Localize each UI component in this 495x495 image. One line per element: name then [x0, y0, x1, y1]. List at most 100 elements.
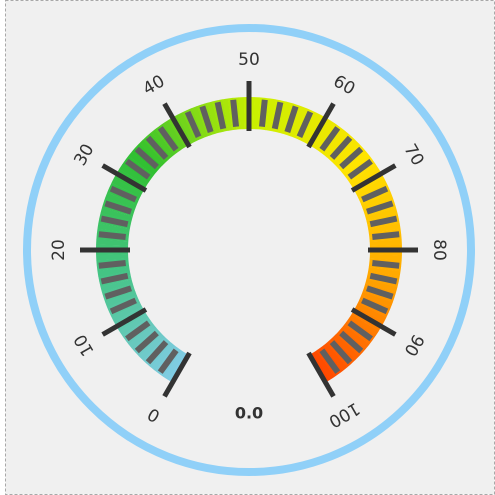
color-band: [365, 207, 398, 221]
minor-tick: [329, 340, 353, 365]
minor-tick: [109, 185, 137, 203]
color-band: [302, 112, 322, 144]
color-band: [138, 333, 165, 361]
major-tick: [306, 102, 336, 149]
minor-tick: [157, 348, 179, 374]
minor-tick: [347, 158, 373, 180]
color-band: [365, 279, 398, 293]
color-band: [222, 98, 233, 131]
minor-tick: [184, 110, 202, 138]
color-band: [128, 151, 157, 176]
minor-tick: [214, 101, 227, 130]
tick-label: 80: [429, 239, 449, 261]
color-band: [349, 314, 379, 336]
color-band: [313, 120, 335, 150]
minor-tick: [369, 272, 398, 285]
color-band: [105, 291, 137, 308]
color-band: [105, 192, 137, 209]
minor-tick: [366, 200, 394, 215]
color-band: [361, 192, 393, 209]
tick-label: 50: [238, 50, 260, 70]
color-band: [119, 164, 149, 186]
color-band: [191, 106, 208, 138]
color-band: [150, 342, 175, 371]
color-band: [355, 178, 387, 198]
minor-tick: [339, 330, 364, 354]
minor-tick: [98, 231, 126, 241]
color-band: [100, 279, 133, 293]
minor-tick: [296, 110, 314, 138]
color-band: [332, 334, 360, 361]
color-band: [369, 239, 402, 246]
minor-tick: [271, 101, 284, 130]
color-band: [323, 129, 348, 158]
minor-tick: [145, 135, 169, 160]
minor-tick: [125, 320, 151, 342]
minor-tick: [134, 146, 159, 170]
color-band: [111, 177, 143, 197]
minor-tick: [339, 146, 364, 170]
minor-tick: [109, 297, 137, 315]
minor-tick: [258, 99, 268, 127]
minor-tick: [319, 126, 341, 152]
color-band: [163, 120, 186, 150]
color-band: [97, 223, 130, 234]
color-band: [206, 101, 220, 134]
minor-tick: [329, 135, 353, 160]
color-band: [278, 101, 292, 134]
outer-ring: [23, 24, 475, 476]
minor-tick: [104, 200, 132, 215]
color-band: [96, 254, 129, 261]
color-band: [238, 97, 245, 130]
major-tick: [162, 102, 192, 149]
minor-tick: [157, 126, 179, 152]
minor-tick: [100, 215, 129, 228]
minor-tick: [347, 320, 373, 342]
color-band: [97, 266, 130, 277]
minor-tick: [104, 285, 132, 300]
color-band: [368, 266, 401, 277]
value-label: 0.0: [235, 404, 263, 423]
minor-tick: [319, 348, 341, 374]
color-band: [163, 350, 185, 380]
major-tick: [350, 163, 397, 193]
major-tick: [306, 351, 336, 398]
color-band: [265, 98, 276, 131]
minor-tick: [125, 158, 151, 180]
color-band: [128, 324, 157, 349]
minor-tick: [145, 340, 169, 365]
tick-label: 20: [49, 239, 69, 261]
minor-tick: [134, 330, 159, 354]
major-tick: [350, 307, 397, 337]
minor-tick: [284, 105, 299, 133]
color-band: [369, 254, 402, 261]
color-band: [100, 207, 133, 221]
major-tick: [162, 351, 192, 398]
minor-tick: [372, 231, 400, 241]
minor-tick: [98, 259, 126, 269]
color-band: [119, 313, 149, 336]
color-band: [177, 112, 197, 144]
minor-tick: [361, 185, 389, 203]
color-band: [323, 342, 348, 371]
minor-tick: [100, 272, 129, 285]
minor-tick: [361, 297, 389, 315]
color-band: [253, 97, 260, 130]
minor-tick: [369, 215, 398, 228]
major-tick: [101, 307, 148, 337]
color-band: [290, 106, 307, 138]
color-band: [368, 223, 401, 234]
color-band: [341, 151, 370, 176]
color-band: [111, 302, 143, 322]
minor-tick: [230, 99, 240, 127]
color-band: [138, 139, 166, 166]
major-tick: [101, 163, 148, 193]
color-band: [349, 164, 379, 187]
color-band: [96, 239, 129, 246]
minor-tick: [199, 105, 214, 133]
color-band: [355, 303, 387, 323]
minor-tick: [372, 259, 400, 269]
color-band: [312, 350, 335, 380]
